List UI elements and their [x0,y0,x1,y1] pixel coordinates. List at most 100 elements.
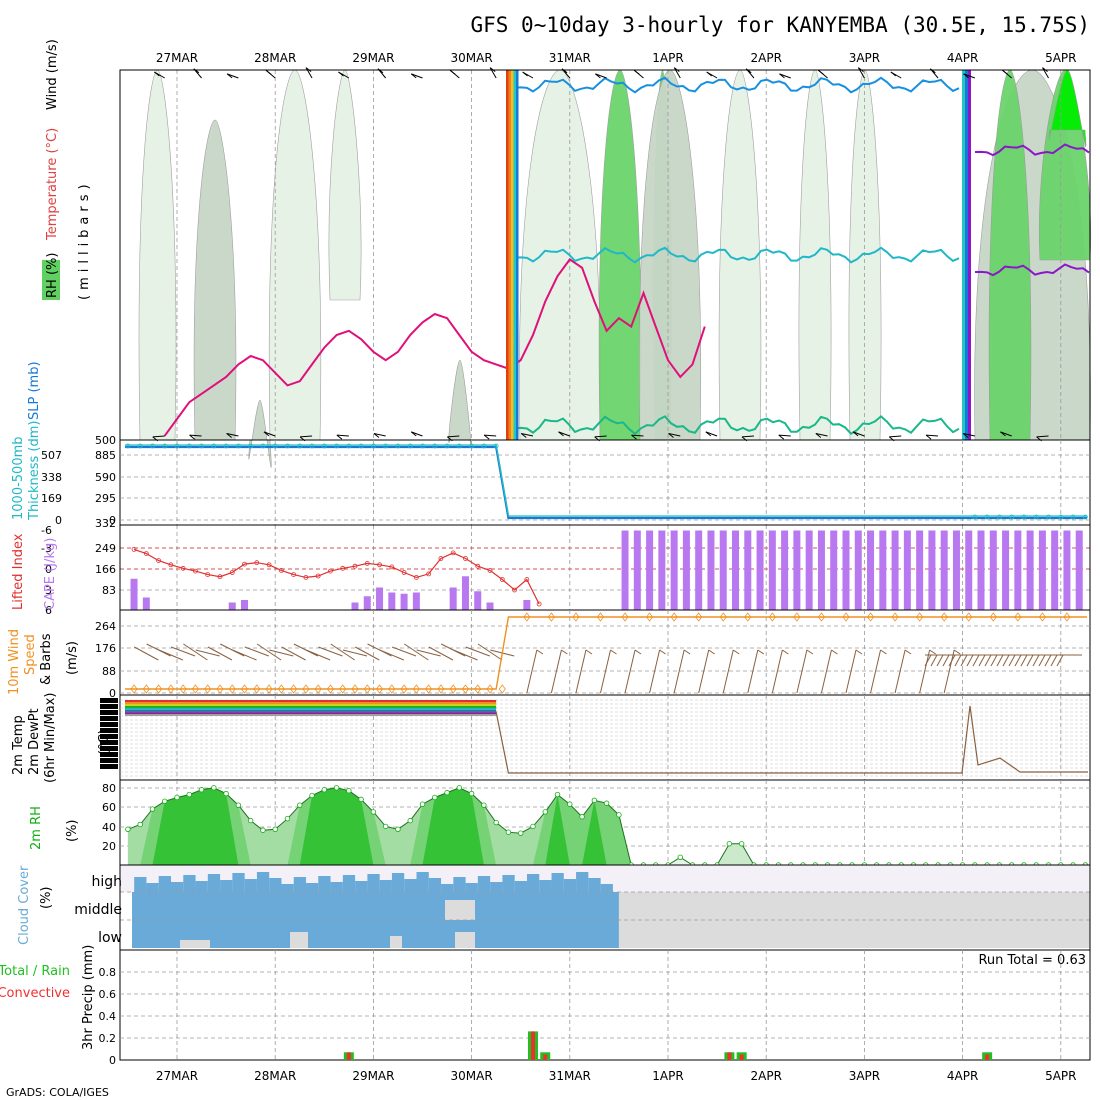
rh2m-marker [579,814,585,820]
date-label-bottom: 27MAR [156,1069,198,1083]
temperature-line [163,258,706,437]
strip-segment [968,70,971,440]
cape-bar [805,530,813,610]
t2m-tick-mark [100,728,118,733]
wind-speed-marker [412,684,420,694]
wind-barb-flag [595,73,601,79]
wind-barb [984,654,992,667]
wind-barb-flag [925,434,932,440]
cloud-high-bar [551,873,564,892]
wind-barb [146,643,171,657]
tick-label: 60 [102,801,116,814]
thickness-marker [309,443,315,449]
wind-barb-flag [410,73,417,79]
rh2m-marker [309,792,315,799]
cloud-high-bar [134,877,147,892]
tick-label: 166 [95,563,116,576]
thickness-marker [395,443,401,449]
thickness-marker [248,443,254,449]
vertical-color-strip [506,70,971,440]
wind-barb [440,643,466,657]
thickness-marker [285,443,290,449]
wind10-speed-line [125,616,1087,690]
rh2m-tick-labels: 80 60 40 20 [102,782,116,853]
lifted-index-marker [217,574,223,580]
rh2m-marker [481,802,487,808]
wind-speed-marker [646,612,654,622]
tick-label: 80 [102,782,116,795]
lifted-index-marker [278,568,284,573]
wind-speed-marker [891,612,899,622]
t2m-color-band [125,702,497,704]
cape-bar [707,530,715,610]
cloud-high-bar [379,880,392,892]
tick-label: 295 [95,492,116,505]
t2m-color-band [125,700,497,702]
wind-barb-flag [189,434,195,440]
lifted-index-marker [377,562,382,568]
cape-bar [1075,530,1083,610]
t2m-tick-mark [100,710,118,715]
wind-speed-marker [670,612,678,622]
date-label-top: 1APR [652,51,683,65]
wind-barb [391,646,417,657]
wind-barb-flag [336,434,343,440]
thickness-marker [1058,514,1064,520]
cape-bar [977,530,985,610]
wind-barb-flag [706,71,713,77]
cloud-high-bar [195,881,208,892]
cape-bar [695,530,703,610]
thickness-marker [125,443,131,449]
wind-speed-marker [940,612,948,622]
cape-bar [461,576,469,610]
thickness-marker [456,443,462,449]
cloud-gap [180,940,210,948]
wind-speed-marker [965,612,973,622]
temperature-isotherm-blue [514,76,960,94]
wind-barb-flag [668,433,674,438]
wind-barb-flag [263,431,270,437]
thickness-marker [383,443,389,449]
thickness-marker [321,443,327,449]
cape-bar [891,530,899,610]
wind-barb [447,435,460,438]
cape-bar [486,602,494,610]
wind-speed-marker [376,684,384,694]
wind-barb [226,73,239,79]
wind-barb [183,643,208,661]
wind-barb [477,643,503,661]
wind-barb-flag [561,68,568,74]
cloud-high-bar [453,877,466,892]
rh2m-marker [346,787,352,794]
wind-speed-marker [1038,612,1046,622]
lifted-index-marker [499,577,505,582]
wind-barb [489,67,497,79]
wind-barb [1014,654,1022,667]
thickness-marker [334,443,339,449]
label-cloud: Cloud Cover [17,865,32,945]
wind-barb [1038,654,1046,667]
cloud-high-bar [146,883,159,892]
wind-speed-marker [363,684,371,694]
temperature-isotherm-purple-upper [974,143,1090,157]
wind-barb [857,67,865,79]
rh2m-marker [235,802,242,808]
cape-bar [1026,530,1034,610]
wind-speed-marker [302,684,310,694]
t2m-tick-mark [100,704,118,709]
wind-barb [747,649,759,694]
wind-barb-flag [522,71,528,77]
cloud-high-bar [306,883,319,892]
label-cape: CAPE (J/kg) [43,538,58,610]
cape-bar [1014,530,1022,610]
tick-label: 0.8 [99,966,117,979]
wind-barb [972,654,980,667]
thickness-marker [272,443,278,449]
strip-segment [965,70,968,440]
rh2m-marker [382,823,389,830]
thickness-marker [481,443,487,449]
wind-speed-marker [314,684,322,694]
cape-bar [830,530,838,610]
cloud-high-bar [477,876,491,892]
rh2m-marker [321,787,327,793]
